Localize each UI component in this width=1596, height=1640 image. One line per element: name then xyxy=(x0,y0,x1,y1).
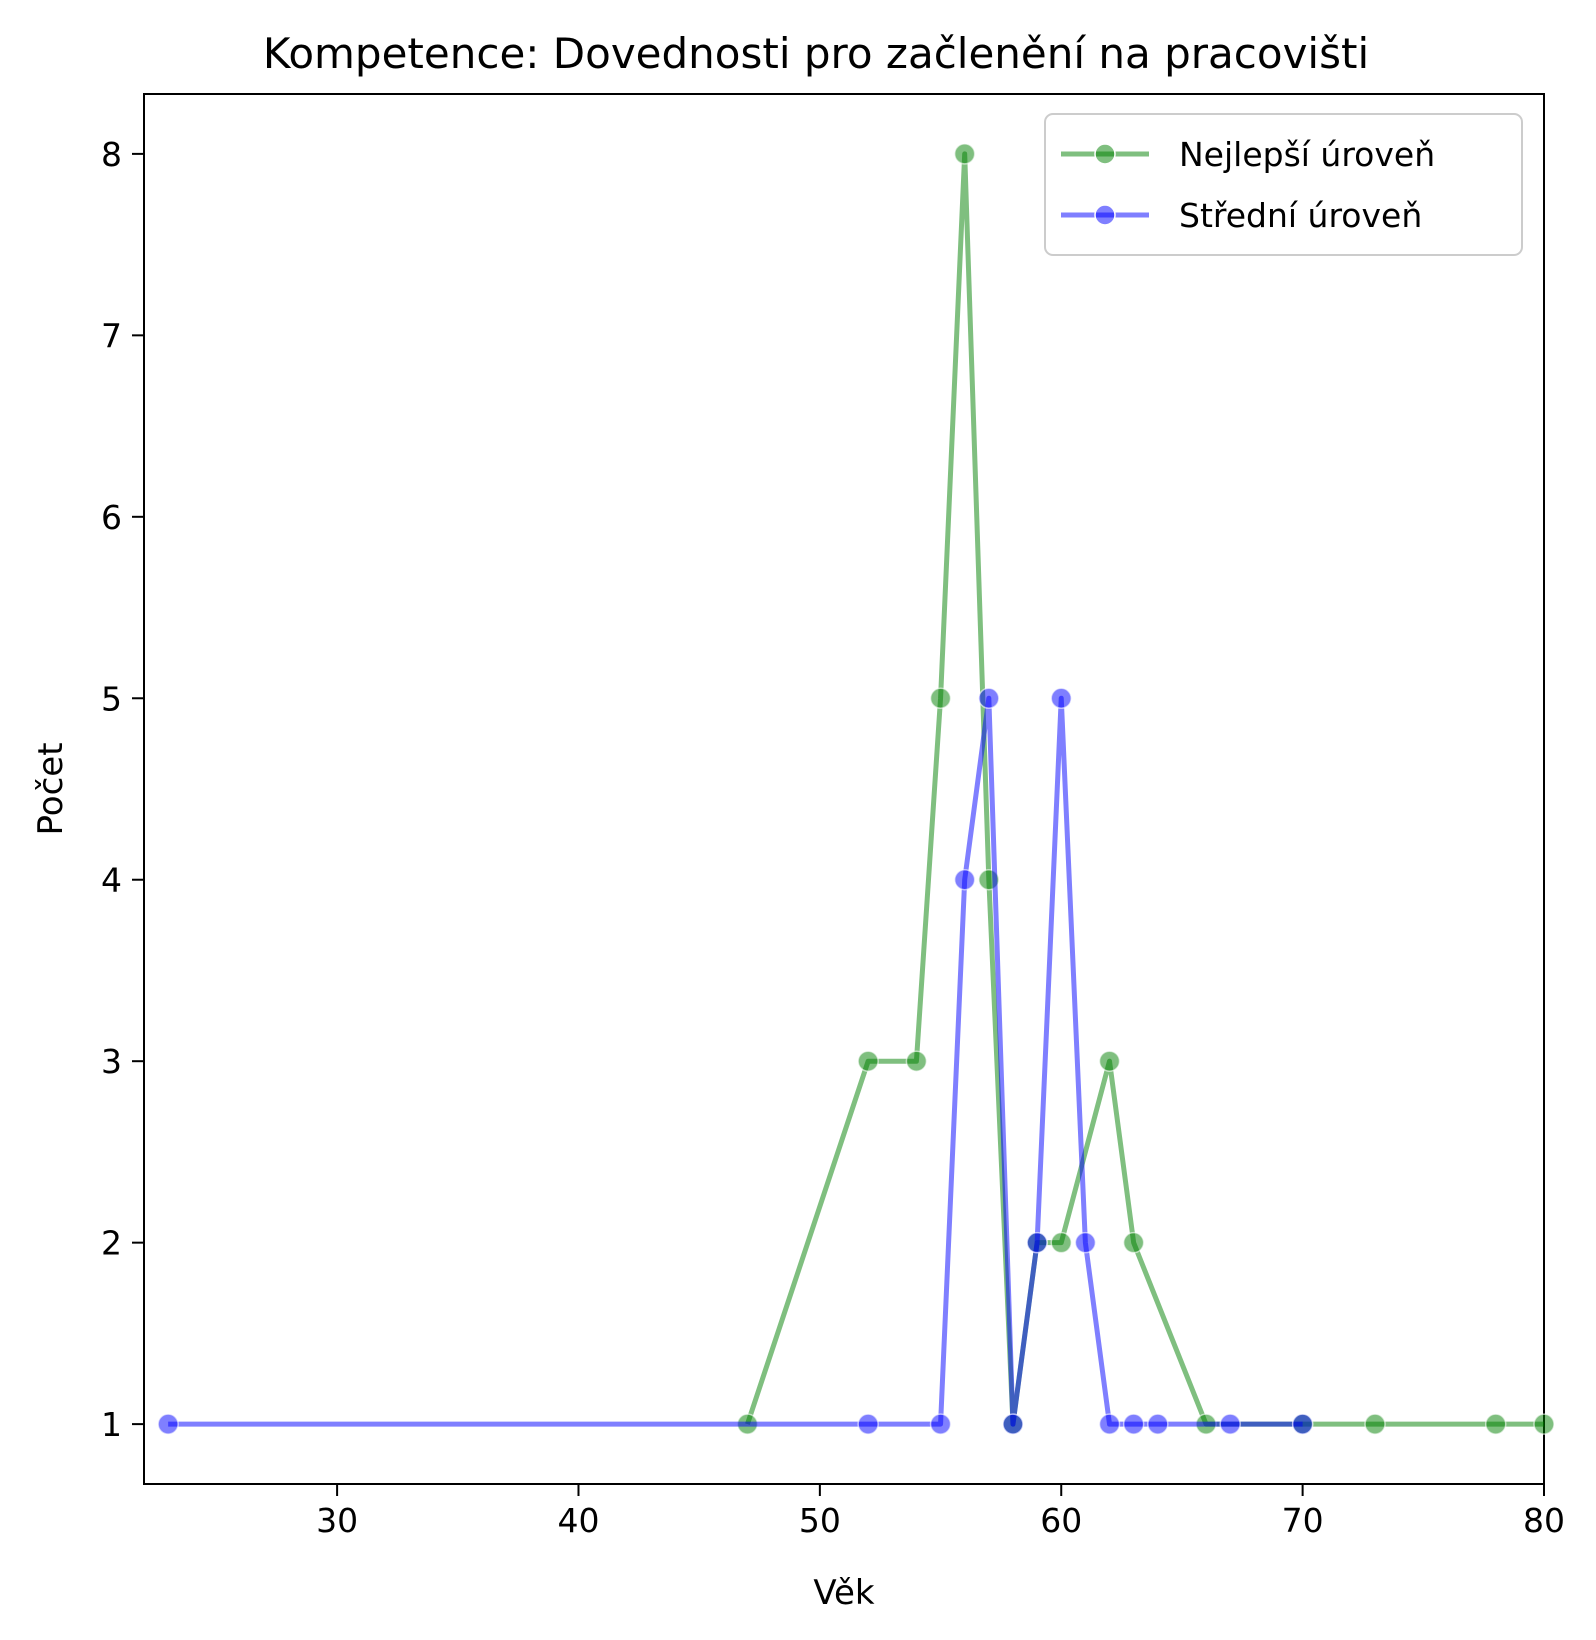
y-axis: 1 2 3 4 5 6 7 8 xyxy=(101,135,144,1444)
series-1 xyxy=(736,143,1555,1435)
x-tick-label: 60 xyxy=(1040,1501,1082,1540)
y-tick-label: 3 xyxy=(101,1042,122,1081)
x-tick-label: 40 xyxy=(557,1501,599,1540)
x-axis: 30 40 50 60 70 80 xyxy=(316,1484,1565,1540)
data-point xyxy=(1291,1413,1314,1435)
legend-marker xyxy=(1094,204,1116,226)
data-point xyxy=(1098,1050,1121,1072)
y-tick-label: 8 xyxy=(101,135,122,174)
data-point xyxy=(1050,1231,1072,1254)
legend-item: Nejlepší úroveň xyxy=(1061,135,1435,174)
data-point xyxy=(1484,1413,1507,1435)
legend-label: Střední úroveň xyxy=(1179,196,1422,235)
data-point xyxy=(1026,1231,1048,1254)
legend-item: Střední úroveň xyxy=(1061,196,1422,235)
data-point xyxy=(1122,1231,1145,1254)
data-point xyxy=(857,1050,879,1072)
data-point xyxy=(953,868,976,891)
data-point xyxy=(929,687,952,710)
data-point xyxy=(1219,1413,1241,1435)
data-point xyxy=(1002,1413,1024,1435)
y-axis-label: Počet xyxy=(31,742,71,835)
x-axis-label: Věk xyxy=(813,1573,875,1613)
y-tick-label: 5 xyxy=(101,679,122,718)
x-tick-label: 30 xyxy=(316,1501,358,1540)
data-point xyxy=(1074,1231,1097,1254)
data-point xyxy=(1364,1413,1386,1435)
y-tick-label: 1 xyxy=(101,1405,122,1444)
legend: Nejlepší úroveň Střední úroveň xyxy=(1044,113,1523,256)
series-layer xyxy=(157,143,1555,1435)
data-point xyxy=(857,1413,879,1435)
plot-area xyxy=(143,93,1545,1485)
data-point xyxy=(1050,687,1072,710)
data-point xyxy=(1147,1413,1169,1435)
data-point xyxy=(1098,1413,1121,1435)
data-point xyxy=(953,143,976,165)
data-point xyxy=(929,1413,952,1435)
y-tick-label: 6 xyxy=(101,498,122,537)
series-line xyxy=(168,695,1303,1427)
y-tick-label: 4 xyxy=(101,861,122,900)
x-tick-label: 50 xyxy=(799,1501,841,1540)
series-2 xyxy=(157,687,1314,1435)
legend-box xyxy=(1044,113,1523,256)
legend-marker xyxy=(1094,143,1116,165)
legend-label: Nejlepší úroveň xyxy=(1179,135,1435,174)
y-tick-label: 2 xyxy=(101,1224,122,1263)
data-point xyxy=(978,687,1000,710)
x-tick-label: 70 xyxy=(1282,1501,1324,1540)
series-line xyxy=(745,151,1544,1427)
data-point xyxy=(905,1050,928,1072)
chart-title: Kompetence: Dovednosti pro začlenění na … xyxy=(263,29,1369,78)
data-point xyxy=(1533,1413,1555,1435)
data-point xyxy=(157,1413,179,1435)
y-tick-label: 7 xyxy=(101,316,122,355)
data-point xyxy=(1122,1413,1145,1435)
x-tick-label: 80 xyxy=(1523,1501,1565,1540)
